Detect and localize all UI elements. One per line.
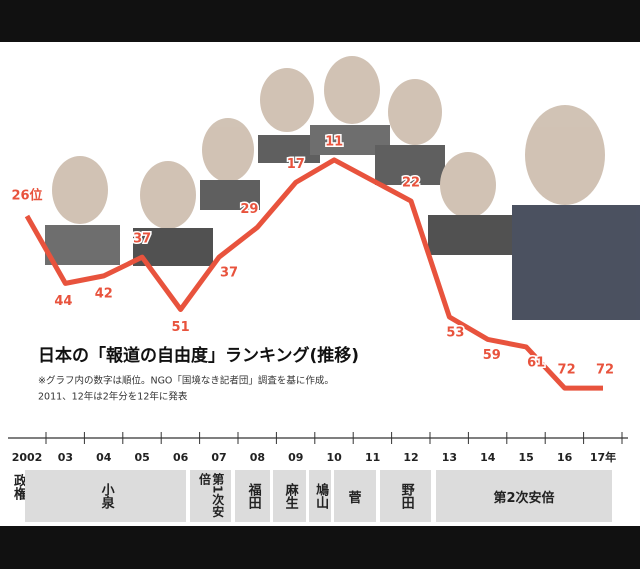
data-label: 37 bbox=[133, 232, 151, 247]
government-name: 福田 bbox=[245, 483, 261, 509]
government: 麻生 bbox=[273, 470, 306, 522]
bottom-bar bbox=[0, 526, 640, 569]
x-tick-label: 06 bbox=[173, 451, 189, 464]
government-name: 第1次安倍 bbox=[197, 473, 225, 518]
note: ※グラフ内の数字は順位。NGO「国境なき記者団」調査を基に作成。 bbox=[38, 375, 334, 387]
x-tick-label: 14 bbox=[480, 451, 496, 464]
data-label: 22 bbox=[402, 176, 420, 191]
government-name: 第2次安倍 bbox=[493, 490, 555, 506]
government-label: 政権 bbox=[11, 474, 26, 500]
data-label: 53 bbox=[446, 326, 464, 341]
government: 第1次安倍 bbox=[190, 470, 231, 522]
data-label: 11 bbox=[325, 134, 343, 149]
data-label: 17 bbox=[287, 157, 305, 172]
data-label: 44 bbox=[54, 294, 72, 309]
data-label: 42 bbox=[95, 286, 113, 301]
government: 福田 bbox=[235, 470, 270, 522]
note: 2011、12年は2年分を12年に発表 bbox=[38, 391, 188, 403]
x-tick-label: 16 bbox=[557, 451, 573, 464]
government-name: 小泉 bbox=[98, 483, 114, 509]
government-name: 鳩山 bbox=[313, 483, 329, 509]
chart-title: 日本の「報道の自由度」ランキング(推移) bbox=[38, 345, 359, 366]
x-tick-label: 03 bbox=[58, 451, 73, 464]
government-name: 菅 bbox=[348, 490, 362, 506]
x-tick-label: 17年 bbox=[590, 450, 616, 464]
top-bar bbox=[0, 0, 640, 42]
data-label: 59 bbox=[483, 348, 501, 363]
government-name: 麻生 bbox=[282, 483, 298, 509]
data-label: 61 bbox=[527, 355, 545, 370]
x-tick-label: 10 bbox=[327, 451, 343, 464]
government: 野田 bbox=[380, 470, 431, 522]
x-tick-label: 15 bbox=[519, 451, 534, 464]
data-label: 51 bbox=[172, 320, 190, 335]
government: 鳩山 bbox=[309, 470, 331, 522]
government: 第2次安倍 bbox=[436, 470, 612, 522]
x-tick-label: 09 bbox=[288, 451, 303, 464]
government-name: 野田 bbox=[398, 483, 414, 509]
x-tick-label: 12 bbox=[403, 451, 418, 464]
x-tick-label: 05 bbox=[135, 451, 150, 464]
x-tick-label: 04 bbox=[96, 451, 112, 464]
government: 小泉 bbox=[25, 470, 186, 522]
photos bbox=[45, 56, 640, 320]
x-tick-label: 07 bbox=[211, 451, 226, 464]
data-label: 29 bbox=[240, 202, 258, 217]
x-tick-label: 11 bbox=[365, 451, 380, 464]
x-tick-label: 2002 bbox=[12, 451, 43, 464]
data-label: 72 bbox=[558, 363, 576, 378]
government: 菅 bbox=[334, 470, 376, 522]
data-label: 72 bbox=[596, 363, 614, 378]
x-tick-label: 13 bbox=[442, 451, 457, 464]
x-tick-label: 08 bbox=[250, 451, 265, 464]
data-label: 26位 bbox=[11, 188, 42, 204]
data-label: 37 bbox=[220, 266, 238, 281]
line bbox=[24, 157, 603, 391]
